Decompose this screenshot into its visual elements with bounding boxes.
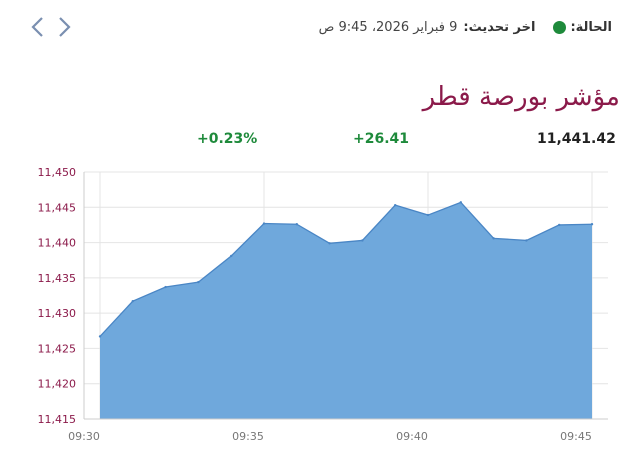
- index-chart: 11,450 11,445 11,440 11,435 11,430 11,425 11,4…: [38, 166, 608, 443]
- data-point: [492, 237, 495, 240]
- data-point: [164, 285, 167, 289]
- status-bar: الحالة: اخر تحديث: 9 فبراير 2026، 9:45 ص: [319, 20, 612, 35]
- y-tick-label: 11,450: [38, 166, 77, 179]
- data-point: [328, 242, 331, 245]
- y-tick-label: 11,445: [38, 201, 77, 214]
- index-title: مؤشر بورصة قطر: [422, 82, 620, 112]
- chevron-left-icon[interactable]: [30, 16, 44, 38]
- change-percent: +0.23%: [197, 131, 258, 147]
- x-tick-label: 09:30: [68, 430, 100, 443]
- status-indicator: [553, 21, 567, 34]
- data-point: [525, 239, 528, 242]
- series-area: [100, 202, 592, 419]
- data-point: [590, 223, 594, 226]
- data-point: [426, 213, 430, 217]
- data-point: [262, 222, 266, 225]
- data-point: [558, 223, 561, 227]
- update-value: 9 فبراير 2026، 9:45 ص: [318, 20, 458, 35]
- data-point: [295, 223, 298, 226]
- x-tick-label: 09:35: [232, 430, 264, 443]
- y-tick-label: 11,425: [38, 342, 77, 355]
- data-point: [131, 299, 134, 303]
- y-tick-label: 11,435: [38, 272, 77, 285]
- series-line: [99, 201, 593, 337]
- y-tick-label: 11,415: [38, 413, 77, 426]
- y-tick-label: 11,420: [38, 378, 77, 391]
- y-tick-label: 11,430: [38, 307, 77, 320]
- data-point: [394, 203, 397, 207]
- chevron-right-icon[interactable]: [58, 16, 72, 38]
- data-point: [230, 254, 233, 258]
- y-tick-label: 11,440: [38, 237, 77, 250]
- x-tick-label: 09:45: [560, 430, 592, 443]
- index-value: 11,441.42: [537, 131, 616, 147]
- nav-arrows: [30, 16, 72, 38]
- data-point: [361, 239, 364, 242]
- update-label: اخر تحديث:: [463, 20, 536, 35]
- data-point: [459, 201, 462, 204]
- data-point: [98, 335, 102, 338]
- change-value: +26.41: [353, 131, 410, 147]
- data-point: [197, 280, 200, 284]
- x-tick-label: 09:40: [396, 430, 428, 443]
- status-label: الحالة:: [570, 20, 612, 35]
